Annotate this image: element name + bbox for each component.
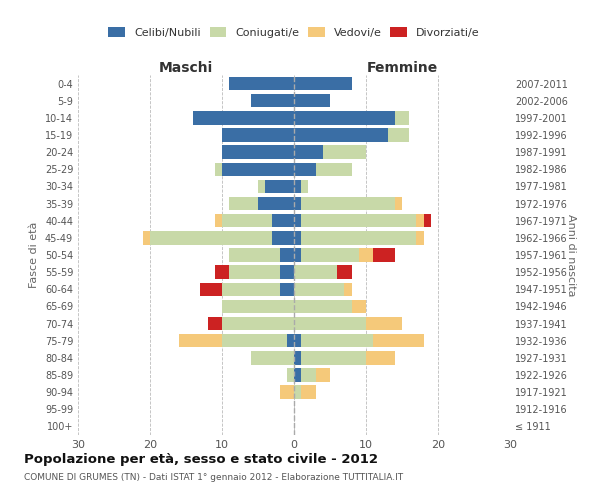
Bar	[287, 368, 294, 382]
Bar	[388, 128, 409, 141]
Bar	[301, 386, 316, 399]
Bar	[294, 128, 388, 141]
Bar	[272, 214, 294, 228]
Bar	[366, 351, 395, 364]
Bar	[229, 248, 280, 262]
Bar	[359, 248, 373, 262]
Bar	[352, 300, 366, 313]
Bar	[395, 111, 409, 124]
Bar	[294, 214, 301, 228]
Bar	[179, 334, 222, 347]
Bar	[294, 146, 323, 159]
Bar	[301, 351, 366, 364]
Bar	[150, 231, 272, 244]
Bar	[215, 214, 222, 228]
Bar	[143, 231, 150, 244]
Bar	[294, 282, 344, 296]
Bar	[229, 266, 280, 279]
Bar	[424, 214, 431, 228]
Bar	[294, 317, 366, 330]
Bar	[316, 368, 330, 382]
Bar	[222, 282, 280, 296]
Bar	[215, 162, 222, 176]
Bar	[258, 197, 294, 210]
Bar	[229, 77, 294, 90]
Bar	[272, 231, 294, 244]
Bar	[344, 282, 352, 296]
Y-axis label: Fasce di età: Fasce di età	[29, 222, 39, 288]
Bar	[366, 317, 402, 330]
Bar	[294, 300, 352, 313]
Bar	[222, 317, 294, 330]
Bar	[301, 248, 359, 262]
Legend: Celibi/Nubili, Coniugati/e, Vedovi/e, Divorziati/e: Celibi/Nubili, Coniugati/e, Vedovi/e, Di…	[106, 25, 482, 40]
Bar	[294, 162, 316, 176]
Text: Popolazione per età, sesso e stato civile - 2012: Popolazione per età, sesso e stato civil…	[24, 452, 378, 466]
Bar	[287, 334, 294, 347]
Bar	[294, 94, 330, 108]
Bar	[373, 248, 395, 262]
Text: Maschi: Maschi	[159, 61, 213, 75]
Bar	[294, 180, 301, 193]
Bar	[215, 266, 229, 279]
Bar	[294, 386, 301, 399]
Bar	[222, 128, 294, 141]
Bar	[301, 197, 395, 210]
Bar	[222, 334, 287, 347]
Bar	[251, 351, 294, 364]
Bar	[294, 197, 301, 210]
Bar	[294, 368, 301, 382]
Bar	[193, 111, 294, 124]
Bar	[280, 386, 294, 399]
Bar	[294, 351, 301, 364]
Bar	[316, 162, 352, 176]
Bar	[222, 300, 294, 313]
Bar	[416, 231, 424, 244]
Bar	[265, 180, 294, 193]
Bar	[395, 197, 402, 210]
Text: Femmine: Femmine	[367, 61, 437, 75]
Bar	[301, 214, 416, 228]
Bar	[200, 282, 222, 296]
Bar	[373, 334, 424, 347]
Bar	[301, 334, 373, 347]
Bar	[280, 266, 294, 279]
Bar	[294, 77, 352, 90]
Bar	[208, 317, 222, 330]
Bar	[222, 214, 272, 228]
Text: COMUNE DI GRUMES (TN) - Dati ISTAT 1° gennaio 2012 - Elaborazione TUTTITALIA.IT: COMUNE DI GRUMES (TN) - Dati ISTAT 1° ge…	[24, 472, 403, 482]
Bar	[258, 180, 265, 193]
Bar	[229, 197, 258, 210]
Bar	[294, 334, 301, 347]
Bar	[294, 111, 395, 124]
Bar	[222, 146, 294, 159]
Bar	[323, 146, 366, 159]
Bar	[251, 94, 294, 108]
Bar	[301, 231, 416, 244]
Bar	[294, 266, 337, 279]
Bar	[337, 266, 352, 279]
Bar	[301, 180, 308, 193]
Bar	[222, 162, 294, 176]
Y-axis label: Anni di nascita: Anni di nascita	[566, 214, 576, 296]
Bar	[416, 214, 424, 228]
Bar	[280, 248, 294, 262]
Bar	[301, 368, 316, 382]
Bar	[294, 248, 301, 262]
Bar	[280, 282, 294, 296]
Bar	[294, 231, 301, 244]
